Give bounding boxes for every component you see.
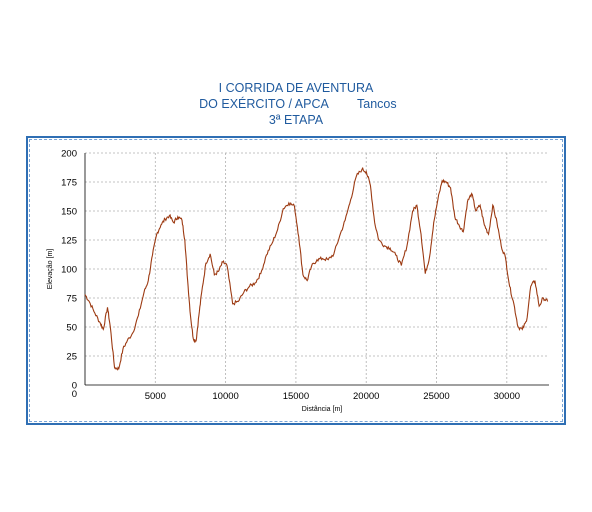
y-tick-label: 50 xyxy=(66,323,77,334)
y-tick-label: 200 xyxy=(61,149,77,160)
x-tick-label: 25000 xyxy=(423,391,449,402)
x-axis-label: Distância [m] xyxy=(302,406,343,413)
elevation-profile-line xyxy=(84,166,549,371)
title-line-3: 3ª ETAPA xyxy=(268,113,324,127)
y-tick-label: 150 xyxy=(61,207,77,218)
x-tick-label: 5000 xyxy=(145,391,166,402)
title-location: Tancos xyxy=(357,97,397,111)
title-line-2: DO EXÉRCITO / APCA Tancos xyxy=(0,96,592,112)
y-tick-label: 175 xyxy=(61,178,77,189)
x-tick-label: 15000 xyxy=(283,391,309,402)
y-tick-label: 25 xyxy=(66,352,77,363)
chart-frame xyxy=(26,136,566,425)
axes xyxy=(84,153,549,386)
y-tick-label: 0 xyxy=(72,381,77,392)
y-axis-label: Elevação [m] xyxy=(47,249,54,290)
x-tick-labels: 0 5000 10000 15000 20000 25000 30000 xyxy=(72,389,520,402)
x-tick-label: 10000 xyxy=(212,391,238,402)
chart-title: I CORRIDA DE AVENTURA DO EXÉRCITO / APCA… xyxy=(0,80,592,128)
x-tick-label: 0 xyxy=(72,389,77,400)
y-tick-label: 100 xyxy=(61,265,77,276)
grid-lines xyxy=(85,152,549,385)
y-tick-label: 125 xyxy=(61,236,77,247)
x-tick-label: 30000 xyxy=(494,391,520,402)
y-tick-label: 75 xyxy=(66,294,77,305)
y-tick-labels: 0 25 50 75 100 125 150 175 200 xyxy=(61,149,77,392)
title-line-1: I CORRIDA DE AVENTURA xyxy=(218,81,374,95)
x-tick-label: 20000 xyxy=(353,391,379,402)
title-line-2-text: DO EXÉRCITO / APCA xyxy=(199,97,329,111)
